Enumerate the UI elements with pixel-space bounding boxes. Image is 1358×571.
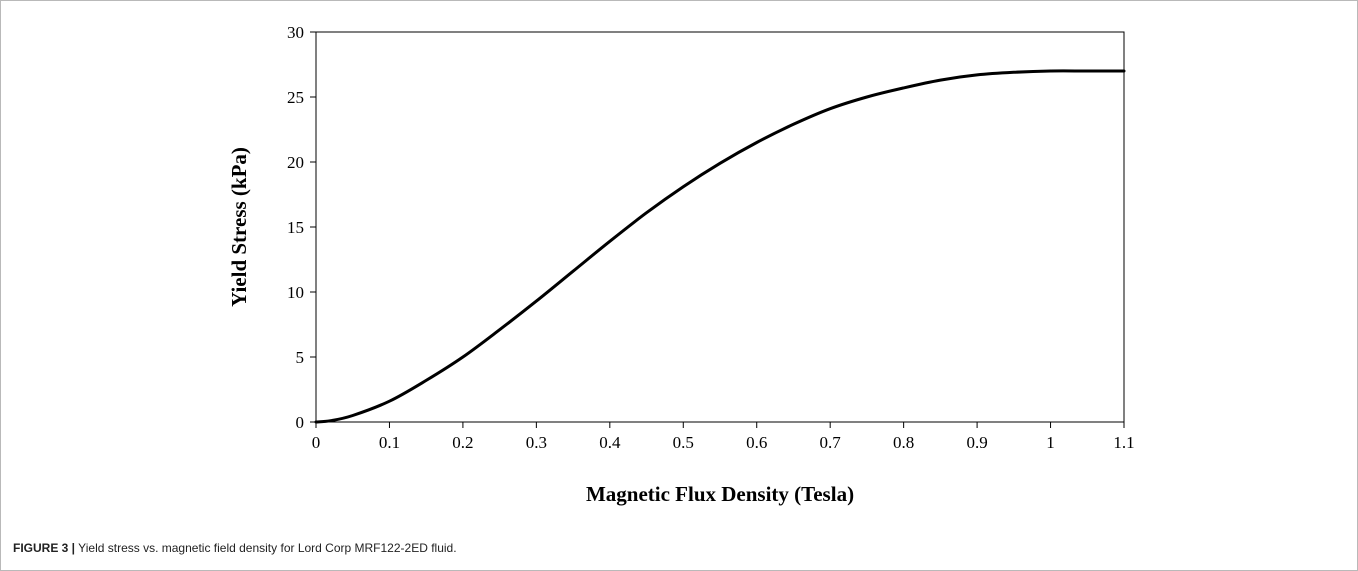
y-axis-ticks: 0 5 10 15 20 25 30 — [287, 23, 316, 432]
y-tick-label: 20 — [287, 153, 304, 172]
x-tick-label: 0.9 — [966, 433, 987, 452]
x-tick-label: 0.1 — [379, 433, 400, 452]
chart: 0 0.1 0.2 0.3 0.4 0.5 0.6 0.7 0.8 0.9 1 1.1 0 5 10 15 2… — [227, 23, 1135, 506]
x-tick-label: 0.8 — [893, 433, 914, 452]
caption-text: Yield stress vs. magnetic field density … — [78, 541, 457, 555]
x-tick-label: 0.7 — [820, 433, 842, 452]
x-tick-label: 0.3 — [526, 433, 547, 452]
x-tick-label: 0 — [312, 433, 321, 452]
x-tick-label: 0.2 — [452, 433, 473, 452]
y-tick-label: 30 — [287, 23, 304, 42]
y-axis-title: Yield Stress (kPa) — [227, 147, 251, 307]
series-line — [314, 69, 1126, 424]
plot-border — [315, 31, 1125, 423]
x-axis-ticks: 0 0.1 0.2 0.3 0.4 0.5 0.6 0.7 0.8 0.9 1 1.1 — [312, 422, 1135, 452]
y-tick-label: 25 — [287, 88, 304, 107]
x-tick-label: 1 — [1046, 433, 1055, 452]
plot-area — [314, 31, 1126, 424]
x-tick-label: 1.1 — [1113, 433, 1134, 452]
x-tick-label: 0.4 — [599, 433, 621, 452]
y-tick-label: 5 — [296, 348, 305, 367]
y-tick-label: 15 — [287, 218, 304, 237]
x-tick-label: 0.5 — [673, 433, 694, 452]
x-tick-label: 0.6 — [746, 433, 767, 452]
caption-label: FIGURE 3 | — [13, 541, 76, 555]
figure-caption: FIGURE 3 | Yield stress vs. magnetic fie… — [13, 541, 457, 555]
x-axis-title: Magnetic Flux Density (Tesla) — [586, 482, 854, 506]
y-tick-label: 10 — [287, 283, 304, 302]
y-tick-label: 0 — [296, 413, 305, 432]
